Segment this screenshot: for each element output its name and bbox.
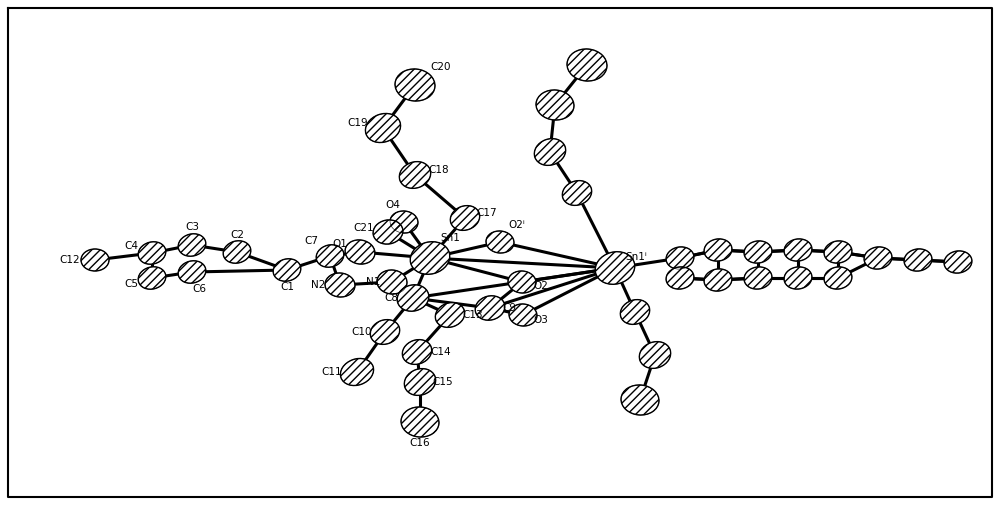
Ellipse shape: [864, 247, 892, 269]
Text: C2: C2: [230, 230, 244, 240]
Ellipse shape: [402, 339, 432, 365]
Text: O1: O1: [332, 239, 347, 249]
Text: C13: C13: [462, 310, 483, 320]
Ellipse shape: [595, 251, 635, 284]
Text: C8: C8: [384, 293, 398, 303]
Ellipse shape: [620, 299, 650, 324]
Ellipse shape: [410, 242, 450, 274]
Ellipse shape: [475, 296, 505, 320]
Text: Sn1: Sn1: [440, 233, 460, 243]
Ellipse shape: [316, 245, 344, 267]
Ellipse shape: [223, 241, 251, 263]
Text: N2: N2: [311, 280, 325, 290]
Ellipse shape: [639, 341, 671, 368]
Text: C5: C5: [124, 279, 138, 289]
Ellipse shape: [904, 249, 932, 271]
Ellipse shape: [325, 273, 355, 297]
Ellipse shape: [377, 270, 407, 294]
Ellipse shape: [784, 239, 812, 261]
Ellipse shape: [390, 211, 418, 233]
Ellipse shape: [824, 267, 852, 289]
Text: C15: C15: [432, 377, 453, 387]
Text: C3: C3: [185, 222, 199, 232]
Text: C11: C11: [321, 367, 342, 377]
Ellipse shape: [138, 267, 166, 289]
Text: C16: C16: [410, 438, 430, 448]
Text: C20: C20: [430, 62, 450, 72]
Ellipse shape: [824, 241, 852, 263]
Ellipse shape: [401, 407, 439, 437]
Ellipse shape: [370, 320, 400, 344]
Ellipse shape: [404, 369, 436, 395]
Text: N1: N1: [366, 277, 380, 287]
Ellipse shape: [397, 285, 429, 311]
Ellipse shape: [534, 138, 566, 165]
Text: C17: C17: [476, 208, 497, 218]
Text: C10: C10: [352, 327, 372, 337]
Text: C18: C18: [428, 165, 449, 175]
Text: O4: O4: [386, 200, 400, 210]
Text: Sn1ⁱ: Sn1ⁱ: [625, 252, 647, 262]
Ellipse shape: [373, 220, 403, 244]
Text: O2: O2: [533, 281, 548, 291]
Ellipse shape: [784, 267, 812, 289]
Ellipse shape: [704, 269, 732, 291]
Ellipse shape: [744, 241, 772, 263]
Text: O3: O3: [533, 315, 548, 325]
Ellipse shape: [340, 359, 374, 385]
Ellipse shape: [666, 247, 694, 269]
Text: C21: C21: [353, 223, 374, 233]
Ellipse shape: [621, 385, 659, 415]
Ellipse shape: [178, 261, 206, 283]
Ellipse shape: [567, 49, 607, 81]
Ellipse shape: [345, 240, 375, 264]
Ellipse shape: [486, 231, 514, 253]
Ellipse shape: [944, 251, 972, 273]
Ellipse shape: [704, 239, 732, 261]
Ellipse shape: [395, 69, 435, 101]
Text: C6: C6: [192, 284, 206, 294]
Ellipse shape: [536, 90, 574, 120]
Ellipse shape: [178, 234, 206, 256]
Ellipse shape: [399, 162, 431, 188]
Ellipse shape: [562, 181, 592, 206]
Ellipse shape: [435, 302, 465, 327]
Ellipse shape: [509, 304, 537, 326]
Text: O2ⁱ: O2ⁱ: [508, 220, 525, 230]
Ellipse shape: [450, 206, 480, 230]
Ellipse shape: [138, 242, 166, 264]
Text: C9: C9: [502, 303, 516, 313]
Ellipse shape: [273, 259, 301, 281]
Text: C12: C12: [59, 255, 80, 265]
Text: C19: C19: [347, 118, 368, 128]
Ellipse shape: [744, 267, 772, 289]
Text: C1: C1: [280, 282, 294, 292]
Text: C4: C4: [124, 241, 138, 251]
Ellipse shape: [666, 267, 694, 289]
Text: C14: C14: [430, 347, 451, 357]
Ellipse shape: [365, 114, 401, 142]
Ellipse shape: [81, 249, 109, 271]
Ellipse shape: [508, 271, 536, 293]
Text: C7: C7: [304, 236, 318, 246]
